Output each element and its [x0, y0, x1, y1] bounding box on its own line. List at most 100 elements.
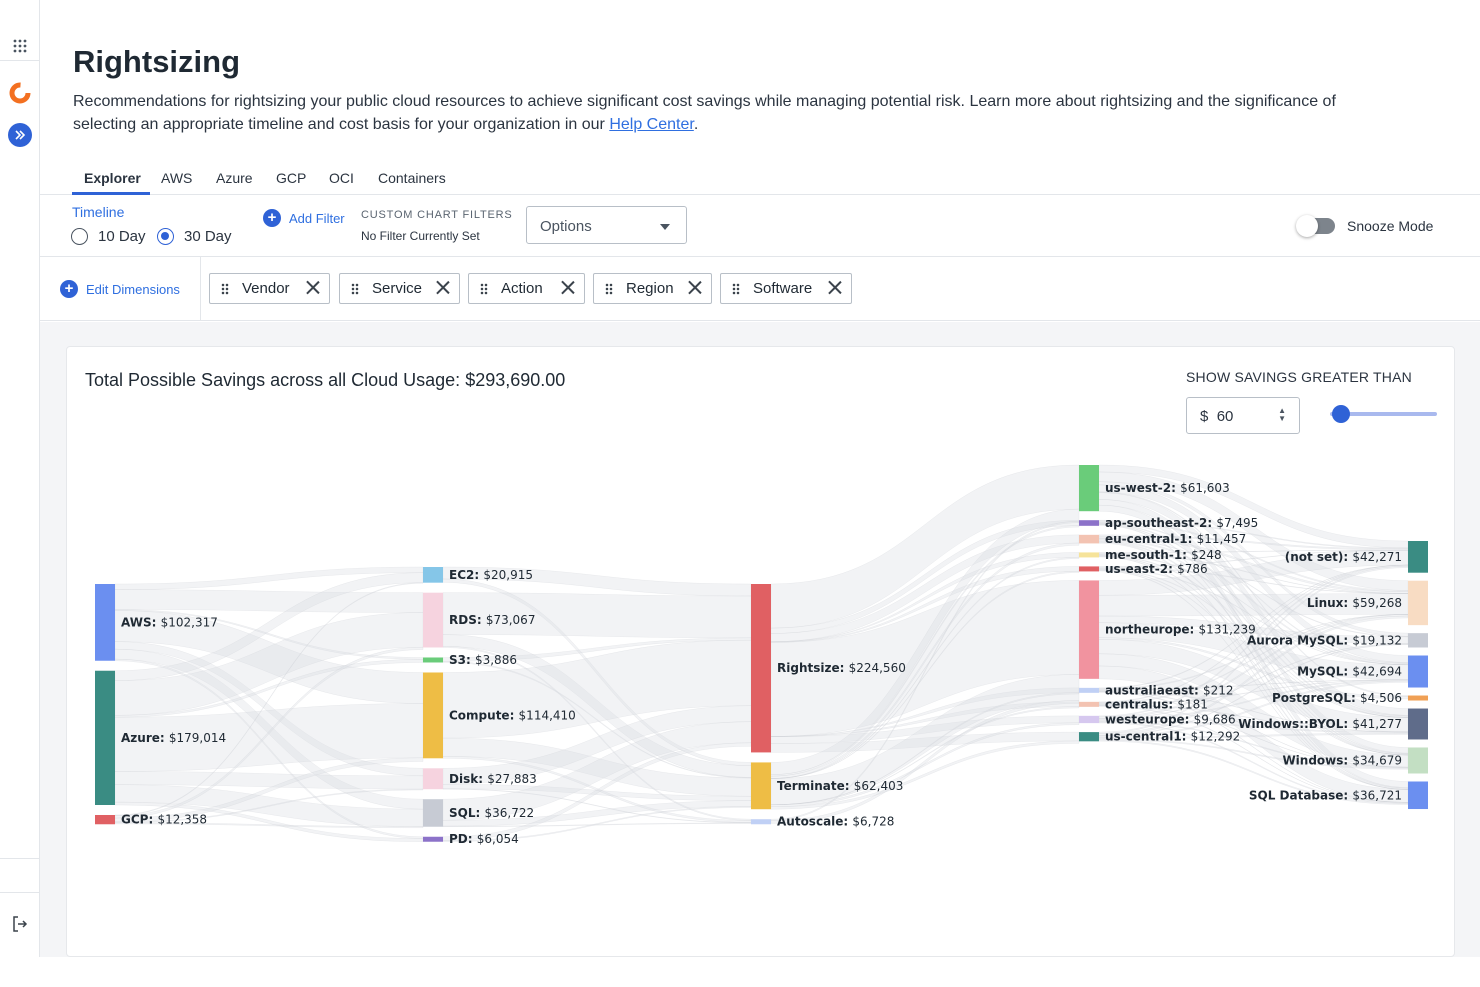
sankey-node-action[interactable] — [751, 819, 771, 825]
sankey-link — [114, 589, 424, 613]
dimension-chip-label: Service — [372, 280, 423, 297]
tab-explorer[interactable]: Explorer — [84, 170, 141, 186]
dimension-chip-action[interactable]: Action — [468, 273, 585, 304]
dimension-chip-vendor[interactable]: Vendor — [209, 273, 330, 304]
sankey-link — [770, 525, 1080, 777]
sankey-label-action: Rightsize: $224,560 — [777, 661, 906, 675]
drag-handle-icon[interactable] — [480, 282, 488, 295]
close-icon[interactable] — [306, 280, 320, 294]
sankey-node-software[interactable] — [1408, 781, 1428, 810]
sankey-label-software: (not set): $42,271 — [1285, 550, 1402, 564]
sankey-label-software: MySQL: $42,694 — [1297, 665, 1402, 679]
add-filter-button[interactable]: + Add Filter — [263, 209, 345, 227]
sankey-node-region[interactable] — [1079, 701, 1099, 707]
drag-handle-icon[interactable] — [221, 282, 229, 295]
sankey-node-software[interactable] — [1408, 695, 1428, 701]
dimension-chip-service[interactable]: Service — [339, 273, 460, 304]
options-select[interactable]: Options — [526, 206, 687, 244]
close-icon[interactable] — [561, 280, 575, 294]
sankey-node-software[interactable] — [1408, 708, 1428, 740]
close-icon[interactable] — [436, 280, 450, 294]
sankey-node-service[interactable] — [423, 592, 443, 648]
sankey-node-service[interactable] — [423, 768, 443, 790]
close-icon[interactable] — [828, 280, 842, 294]
sankey-link — [770, 692, 1080, 806]
dimension-chip-region[interactable]: Region — [593, 273, 712, 304]
radio-30-day-control[interactable] — [157, 228, 174, 245]
sankey-label-service: EC2: $20,915 — [449, 568, 533, 582]
sankey-node-region[interactable] — [1079, 580, 1099, 679]
sankey-node-action[interactable] — [751, 584, 771, 753]
tab-gcp[interactable]: GCP — [276, 170, 307, 186]
edit-dimensions-button[interactable]: + Edit Dimensions — [60, 280, 180, 298]
dimension-chip-label: Vendor — [242, 280, 290, 297]
sankey-label-region: us-west-2: $61,603 — [1105, 481, 1230, 495]
add-filter-label: Add Filter — [289, 210, 345, 226]
tab-containers[interactable]: Containers — [378, 170, 446, 186]
sankey-node-service[interactable] — [423, 672, 443, 759]
sankey-node-vendor[interactable] — [95, 584, 115, 661]
sankey-node-software[interactable] — [1408, 747, 1428, 774]
radio-30-day[interactable]: 30 Day — [157, 228, 232, 245]
sankey-node-region[interactable] — [1079, 687, 1099, 693]
tab-aws[interactable]: AWS — [161, 170, 193, 186]
dimension-chip-software[interactable]: Software — [720, 273, 852, 304]
sankey-node-vendor[interactable] — [95, 814, 115, 825]
dimension-bar: + Edit Dimensions Vendor Service Action … — [40, 257, 1480, 321]
sankey-node-software[interactable] — [1408, 655, 1428, 688]
sankey-node-region[interactable] — [1079, 534, 1099, 544]
radio-10-day[interactable]: 10 Day — [71, 228, 146, 245]
help-center-link[interactable]: Help Center — [609, 116, 694, 133]
sankey-node-software[interactable] — [1408, 633, 1428, 648]
sankey-node-region[interactable] — [1079, 465, 1099, 512]
sankey-node-service[interactable] — [423, 657, 443, 663]
stepper-icon[interactable]: ▲ ▼ — [1278, 406, 1286, 423]
logo-icon[interactable] — [8, 81, 32, 105]
radio-30-day-label: 30 Day — [184, 228, 232, 245]
snooze-mode-label: Snooze Mode — [1347, 218, 1434, 234]
currency-symbol: $ — [1200, 408, 1209, 425]
logout-icon[interactable] — [8, 912, 32, 936]
sankey-label-vendor: Azure: $179,014 — [121, 731, 226, 745]
close-icon[interactable] — [688, 280, 702, 294]
sankey-node-software[interactable] — [1408, 541, 1428, 573]
drag-handle-icon[interactable] — [605, 282, 613, 295]
custom-filters-status: No Filter Currently Set — [361, 229, 480, 243]
sankey-label-software: PostgreSQL: $4,506 — [1272, 691, 1402, 705]
savings-sankey-chart: AWS: $102,317 Azure: $179,014 GCP: $12,358… — [95, 464, 1428, 846]
sankey-node-vendor[interactable] — [95, 670, 115, 805]
sankey-link — [114, 757, 424, 823]
sankey-link — [770, 542, 1080, 779]
snooze-mode-toggle[interactable] — [1296, 215, 1335, 237]
left-rail — [0, 0, 40, 957]
sankey-node-region[interactable] — [1079, 732, 1099, 742]
sankey-label-region: australiaeast: $212 — [1105, 683, 1234, 697]
threshold-slider-thumb[interactable] — [1331, 405, 1350, 423]
drag-handle-icon[interactable] — [732, 282, 740, 295]
threshold-value: 60 — [1216, 408, 1234, 425]
sankey-label-region: westeurope: $9,686 — [1105, 712, 1236, 726]
sankey-label-vendor: GCP: $12,358 — [121, 813, 207, 827]
tab-oci[interactable]: OCI — [329, 170, 354, 186]
sankey-node-service[interactable] — [423, 567, 443, 583]
sankey-label-software: Windows: $34,679 — [1282, 753, 1402, 767]
sankey-node-region[interactable] — [1079, 715, 1099, 724]
sankey-node-software[interactable] — [1408, 580, 1428, 626]
sankey-link — [770, 556, 1080, 779]
sankey-node-action[interactable] — [751, 762, 771, 810]
expand-icon[interactable] — [8, 123, 32, 147]
page-title: Rightsizing — [73, 44, 241, 79]
drag-handle-icon[interactable] — [351, 282, 359, 295]
tab-azure[interactable]: Azure — [216, 170, 253, 186]
radio-10-day-control[interactable] — [71, 228, 88, 245]
threshold-input[interactable]: $ 60 ▲ ▼ — [1186, 397, 1300, 434]
sankey-node-service[interactable] — [423, 799, 443, 827]
sankey-node-region[interactable] — [1079, 566, 1099, 572]
sankey-node-service[interactable] — [423, 836, 443, 842]
apps-grid-icon[interactable] — [8, 34, 32, 58]
sankey-node-region[interactable] — [1079, 552, 1099, 558]
sankey-link — [770, 674, 1080, 806]
sankey-node-region[interactable] — [1079, 520, 1099, 526]
sankey-label-region: ap-southeast-2: $7,495 — [1105, 516, 1258, 530]
threshold-slider-track[interactable] — [1330, 412, 1437, 416]
